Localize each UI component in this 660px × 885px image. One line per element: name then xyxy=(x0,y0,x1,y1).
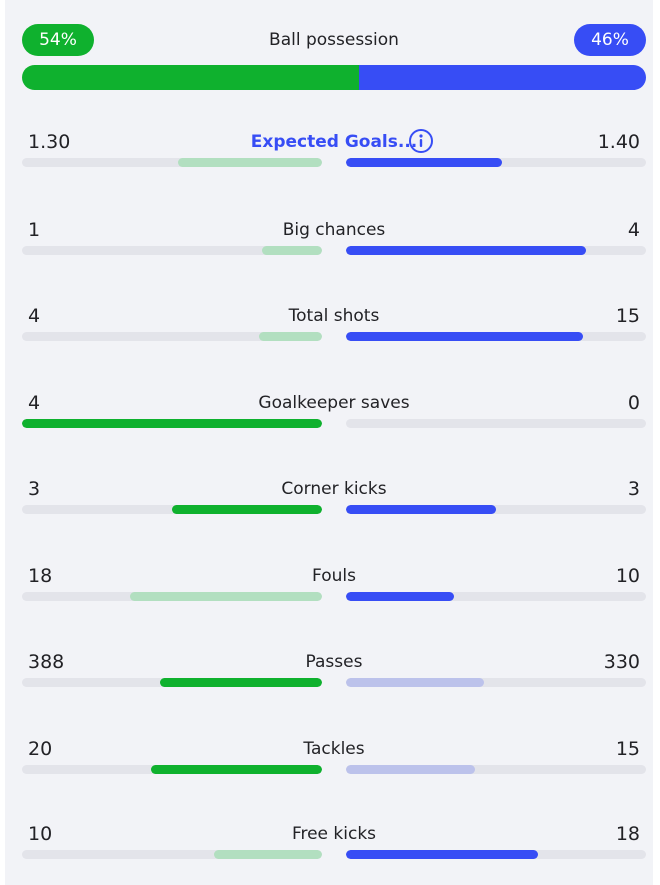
stat-label: Tackles xyxy=(142,737,526,761)
stat-label: Passes xyxy=(142,650,526,674)
stat-row[interactable]: 1.30 Expected Goals... 1.40 xyxy=(22,128,646,190)
home-value: 20 xyxy=(28,738,53,760)
home-value: 4 xyxy=(28,392,41,414)
away-value: 4 xyxy=(627,219,640,241)
home-value: 3 xyxy=(28,478,41,500)
stat-label: Goalkeeper saves xyxy=(142,391,526,415)
away-stat-bar xyxy=(346,592,646,601)
stat-row: 3 Corner kicks 3 xyxy=(22,477,646,537)
stat-label-text: Goalkeeper saves xyxy=(258,393,410,413)
home-stat-bar-fill xyxy=(22,419,322,428)
possession-bar-home xyxy=(22,65,359,90)
away-stat-bar xyxy=(346,850,646,859)
stat-label-text: Fouls xyxy=(312,566,356,586)
away-stat-bar xyxy=(346,678,646,687)
away-stat-bar-fill xyxy=(346,246,586,255)
home-stat-bar xyxy=(22,505,322,514)
stat-row: 20 Tackles 15 xyxy=(22,737,646,797)
possession-bar-away xyxy=(358,65,646,90)
home-possession-badge: 54% xyxy=(22,24,94,56)
possession-title: Ball possession xyxy=(269,30,399,50)
stat-row: 1 Big chances 4 xyxy=(22,218,646,278)
match-statistics-panel: 54% Ball possession 46% 1.30 Expected Goa… xyxy=(5,0,653,885)
away-stat-bar xyxy=(346,158,646,167)
home-stat-bar xyxy=(22,419,322,428)
home-stat-bar-fill xyxy=(172,505,322,514)
home-value: 388 xyxy=(28,651,65,673)
possession-bar xyxy=(22,65,646,90)
away-stat-bar xyxy=(346,246,646,255)
info-icon[interactable] xyxy=(408,128,434,154)
away-value: 18 xyxy=(615,823,640,845)
stat-row: 10 Free kicks 18 xyxy=(22,822,646,882)
home-stat-bar-fill xyxy=(130,592,322,601)
away-stat-bar-fill xyxy=(346,765,475,774)
home-stat-bar xyxy=(22,332,322,341)
stat-label-text: Free kicks xyxy=(291,824,377,844)
stat-label-text: Big chances xyxy=(282,220,386,240)
stat-label-text: Total shots xyxy=(288,306,380,326)
away-stat-bar-fill xyxy=(346,158,502,167)
away-value: 0 xyxy=(627,392,640,414)
stat-label-text: Tackles xyxy=(303,739,365,759)
stat-row: 4 Goalkeeper saves 0 xyxy=(22,391,646,451)
away-stat-bar xyxy=(346,332,646,341)
home-stat-bar xyxy=(22,246,322,255)
away-stat-bar-fill xyxy=(346,592,454,601)
stat-label-text: Corner kicks xyxy=(281,479,387,499)
home-value: 4 xyxy=(28,305,41,327)
away-stat-bar xyxy=(346,505,646,514)
away-stat-bar-fill xyxy=(346,332,583,341)
away-value: 10 xyxy=(615,565,640,587)
home-stat-bar xyxy=(22,678,322,687)
home-value: 18 xyxy=(28,565,53,587)
stat-label: Corner kicks xyxy=(142,477,526,501)
away-value: 15 xyxy=(615,305,640,327)
stat-label: Total shots xyxy=(142,304,526,328)
away-value: 330 xyxy=(603,651,640,673)
away-stat-bar xyxy=(346,419,646,428)
away-value: 15 xyxy=(615,738,640,760)
stat-label-text: Passes xyxy=(305,652,363,672)
away-possession-badge: 46% xyxy=(574,24,646,56)
stat-label[interactable]: Expected Goals... xyxy=(172,130,496,154)
away-value: 3 xyxy=(627,478,640,500)
home-value: 1 xyxy=(28,219,41,241)
home-stat-bar-fill xyxy=(178,158,322,167)
home-value: 1.30 xyxy=(28,131,71,153)
possession-header: 54% Ball possession 46% xyxy=(22,24,646,56)
home-stat-bar xyxy=(22,850,322,859)
stat-row: 18 Fouls 10 xyxy=(22,564,646,624)
away-stat-bar-fill xyxy=(346,678,484,687)
away-stat-bar xyxy=(346,765,646,774)
away-stat-bar-fill xyxy=(346,850,538,859)
stat-row: 388 Passes 330 xyxy=(22,650,646,710)
away-value: 1.40 xyxy=(597,131,640,153)
stat-label: Big chances xyxy=(142,218,526,242)
home-stat-bar xyxy=(22,158,322,167)
stat-row: 4 Total shots 15 xyxy=(22,304,646,364)
stat-label-text[interactable]: Expected Goals... xyxy=(250,132,418,152)
home-stat-bar-fill xyxy=(214,850,322,859)
home-stat-bar xyxy=(22,765,322,774)
home-stat-bar-fill xyxy=(151,765,322,774)
home-stat-bar-fill xyxy=(262,246,322,255)
away-stat-bar-fill xyxy=(346,505,496,514)
home-stat-bar xyxy=(22,592,322,601)
stat-label: Fouls xyxy=(142,564,526,588)
home-stat-bar-fill xyxy=(259,332,322,341)
stat-label: Free kicks xyxy=(142,822,526,846)
home-value: 10 xyxy=(28,823,53,845)
home-stat-bar-fill xyxy=(160,678,322,687)
